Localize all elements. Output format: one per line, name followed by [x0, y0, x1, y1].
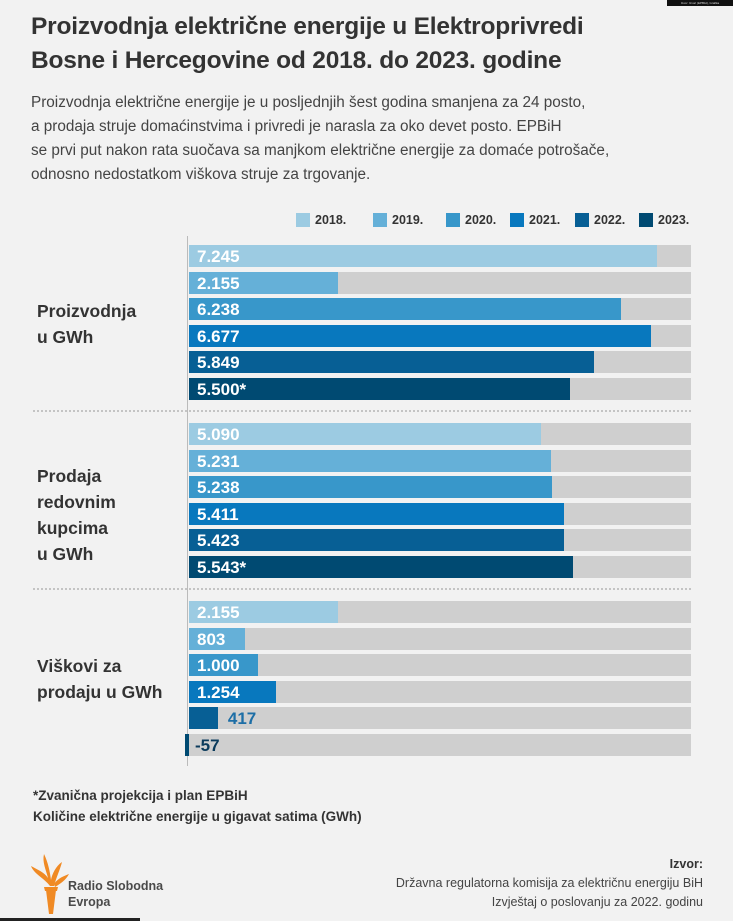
image-credit: Izvor: Izvori (EPBiH), Grafika	[667, 0, 733, 6]
legend-label: 2023.	[658, 213, 690, 227]
bar-value-label: 2.155	[197, 274, 240, 293]
title-line: Proizvodnja električne energije u Elektr…	[31, 13, 584, 40]
group-divider	[33, 588, 691, 590]
bar-track	[189, 654, 691, 676]
group-label-line: u GWh	[37, 544, 94, 564]
group-label: Viškovi za prodaju u GWh	[37, 653, 162, 705]
bar-value-label: 5.090	[197, 425, 240, 444]
description-line: se prvi put nakon rata suočava sa manjko…	[31, 142, 610, 159]
bar-value-label: 5.543*	[197, 558, 247, 577]
bar-2019	[189, 272, 339, 294]
legend-item-2021: 2021.	[510, 210, 560, 230]
bottom-rule	[0, 918, 140, 921]
bar-track	[189, 734, 691, 756]
legend-swatch	[510, 213, 524, 227]
group-label-line: redovnim	[37, 492, 116, 512]
zero-axis-line	[187, 236, 188, 766]
legend-swatch	[296, 213, 310, 227]
bar-value-label: 5.411	[197, 505, 239, 524]
logo-line: Evropa	[68, 895, 111, 909]
legend-swatch	[575, 213, 589, 227]
bar-value-label: 5.231	[197, 452, 240, 471]
footnote-projection: *Zvanična projekcija i plan EPBiH	[33, 788, 248, 803]
legend-item-2020: 2020.	[446, 210, 496, 230]
bar-value-label: 417	[227, 709, 257, 728]
legend-swatch	[373, 213, 387, 227]
bar-2022	[189, 351, 594, 373]
bar-2020	[189, 476, 552, 498]
source-line: Državna regulatorna komisija za električ…	[395, 876, 703, 890]
bar-2019	[189, 450, 552, 472]
source-note: Izvor: Državna regulatorna komisija za e…	[396, 855, 703, 912]
bar-value-label: 803	[197, 630, 226, 649]
bar-track	[189, 628, 691, 650]
bar-2022	[189, 529, 565, 551]
title-line: Bosne i Hercegovine od 2018. do 2023. go…	[31, 47, 562, 74]
description-line: odnosno nedostatkom viškova struje za tr…	[31, 166, 371, 183]
torch-icon	[31, 854, 69, 914]
bar-2023	[189, 556, 573, 578]
description-line: a prodaja struje domaćinstvima i privred…	[31, 118, 562, 135]
group-label-line: Prodaja	[37, 466, 102, 486]
group-label-line: Viškovi za	[37, 656, 122, 676]
group-label-line: u GWh	[37, 327, 94, 347]
bar-track	[189, 707, 691, 729]
bar-value-label: 6.238	[197, 300, 240, 319]
bar-value-label: 5.849	[197, 353, 240, 372]
legend-label: 2022.	[594, 213, 626, 227]
bar-2018	[189, 245, 657, 267]
bar-value-label: 5.423	[197, 531, 240, 550]
rse-logo: Radio Slobodna Evropa	[30, 852, 180, 914]
source-heading: Izvor:	[669, 857, 703, 871]
chart-description: Proizvodnja električne energije je u pos…	[31, 91, 711, 187]
group-divider	[33, 410, 691, 412]
bar-2022	[189, 707, 218, 729]
bar-value-label: 1.000	[197, 656, 240, 675]
bar-2020	[189, 654, 259, 676]
bar-2018	[189, 601, 339, 623]
legend-label: 2020.	[465, 213, 497, 227]
footnote-unit: Količine električne energije u gigavat s…	[33, 809, 362, 824]
bar-2020	[189, 298, 621, 320]
group-label: Prodaja redovnim kupcima u GWh	[37, 463, 116, 567]
bar-value-label: 5.238	[197, 478, 240, 497]
legend-item-2023: 2023.	[639, 210, 689, 230]
bar-2023	[185, 734, 189, 756]
legend-label: 2018.	[315, 213, 347, 227]
bar-2018	[189, 423, 542, 445]
group-label-line: kupcima	[37, 518, 108, 538]
bar-value-label: 7.245	[197, 247, 240, 266]
group-label-line: Proizvodnja	[37, 301, 137, 321]
legend-label: 2021.	[529, 213, 561, 227]
legend-label: 2019.	[392, 213, 424, 227]
bar-value-label: 2.155	[197, 603, 240, 622]
bar-2019	[189, 628, 245, 650]
legend-swatch	[446, 213, 460, 227]
bar-2021	[189, 681, 276, 703]
bar-2021	[189, 325, 652, 347]
bar-value-label: -57	[195, 736, 220, 755]
bar-value-label: 1.254	[197, 683, 240, 702]
bar-value-label: 5.500*	[197, 380, 247, 399]
chart-title: Proizvodnja električne energije u Elektr…	[31, 10, 711, 78]
legend-item-2019: 2019.	[373, 210, 423, 230]
logo-line: Radio Slobodna	[68, 879, 164, 893]
legend-swatch	[639, 213, 653, 227]
group-label: Proizvodnja u GWh	[37, 298, 136, 350]
bar-2023	[189, 378, 570, 400]
bar-track	[189, 681, 691, 703]
bar-2021	[189, 503, 564, 525]
bar-value-label: 6.677	[197, 327, 240, 346]
logo-text: Radio Slobodna Evropa	[68, 878, 163, 910]
legend-item-2018: 2018.	[296, 210, 346, 230]
legend-item-2022: 2022.	[575, 210, 625, 230]
group-label-line: prodaju u GWh	[37, 682, 163, 702]
footnotes: *Zvanična projekcija i plan EPBiH Količi…	[33, 785, 362, 827]
source-line: Izvještaj o poslovanju za 2022. godinu	[491, 895, 703, 909]
chart-legend: 2018. 2019. 2020. 2021. 2022. 2023.	[0, 210, 733, 230]
description-line: Proizvodnja električne energije je u pos…	[31, 94, 586, 111]
